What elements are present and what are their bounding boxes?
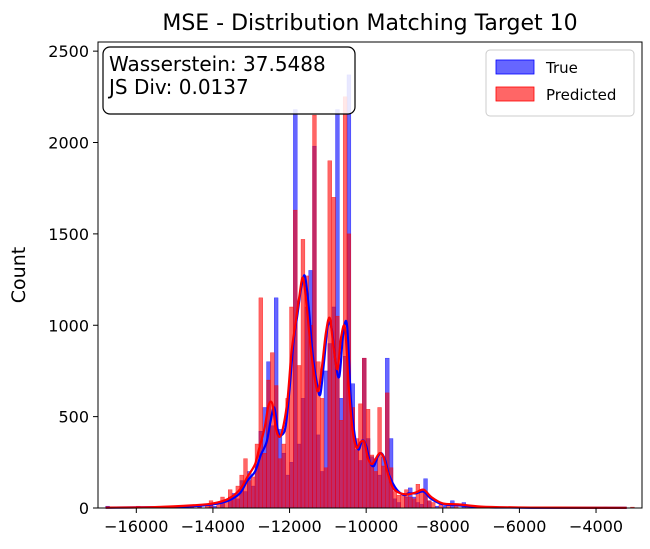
predicted-bar: [396, 495, 401, 509]
legend-label-true: True: [545, 59, 578, 77]
js-div-text: JS Div: 0.0137: [107, 75, 249, 99]
x-tick-label: −4000: [569, 517, 623, 536]
x-tick-label: −16000: [104, 517, 168, 536]
wasserstein-text: Wasserstein: 37.5488: [109, 52, 326, 76]
predicted-bar: [312, 114, 317, 509]
axes-frame: [97, 41, 643, 509]
y-tick-label: 500: [58, 408, 89, 427]
predicted-bar: [262, 452, 267, 509]
predicted-bar: [335, 315, 340, 509]
metrics-annotation-box: Wasserstein: 37.5488 JS Div: 0.0137: [102, 46, 356, 115]
predicted-bar: [381, 465, 386, 509]
predicted-bar: [270, 352, 275, 509]
y-axis-ticks: 0 500 1000 1500 2000 2500: [48, 42, 98, 518]
predicted-bar: [274, 385, 279, 509]
predicted-bar: [362, 357, 367, 509]
predicted-bar: [293, 209, 298, 509]
y-tick-label: 1500: [48, 225, 89, 244]
legend-swatch-true: [495, 59, 535, 75]
x-tick-label: −10000: [334, 517, 398, 536]
predicted-bar: [342, 96, 348, 509]
chart-legend: True Predicted: [485, 49, 635, 117]
predicted-bar: [392, 491, 398, 509]
predicted-bar: [320, 398, 325, 509]
predicted-bar: [323, 467, 329, 509]
predicted-bar: [408, 496, 413, 509]
predicted-kde-line: [105, 276, 627, 509]
predicted-bar: [339, 420, 344, 509]
legend-swatch-predicted: [495, 86, 535, 102]
x-tick-label: −12000: [257, 517, 321, 536]
predicted-bar: [415, 484, 421, 509]
predicted-bar: [258, 297, 263, 509]
predicted-bar: [358, 403, 363, 509]
predicted-bar: [277, 458, 283, 509]
annotation-box: [102, 46, 356, 115]
chart-title: MSE - Distribution Matching Target 10: [162, 11, 577, 36]
x-axis-ticks: −16000 −14000 −12000 −10000 −8000 −6000 −4000: [104, 508, 623, 536]
kde-curves: [105, 274, 627, 509]
predicted-bar: [247, 480, 252, 509]
x-tick-label: −14000: [181, 517, 245, 536]
predicted-bar: [281, 443, 286, 509]
predicted-bar: [385, 392, 390, 509]
predicted-bar: [251, 476, 256, 509]
predicted-bar: [411, 498, 417, 509]
plot-area: [105, 74, 635, 509]
predicted-bar: [373, 471, 378, 509]
predicted-bar: [431, 502, 436, 509]
y-tick-label: 2500: [48, 42, 89, 61]
predicted-bar: [266, 379, 271, 509]
predicted-histogram-bars: [116, 96, 635, 509]
y-tick-label: 2000: [48, 134, 89, 153]
predicted-bar: [297, 365, 302, 509]
y-tick-label: 0: [79, 499, 89, 518]
y-axis-label: Count: [8, 247, 30, 303]
y-tick-label: 1000: [48, 316, 89, 335]
x-tick-label: −6000: [492, 517, 546, 536]
legend-label-predicted: Predicted: [546, 86, 616, 104]
predicted-bar: [427, 500, 432, 509]
x-tick-label: −8000: [416, 517, 470, 536]
